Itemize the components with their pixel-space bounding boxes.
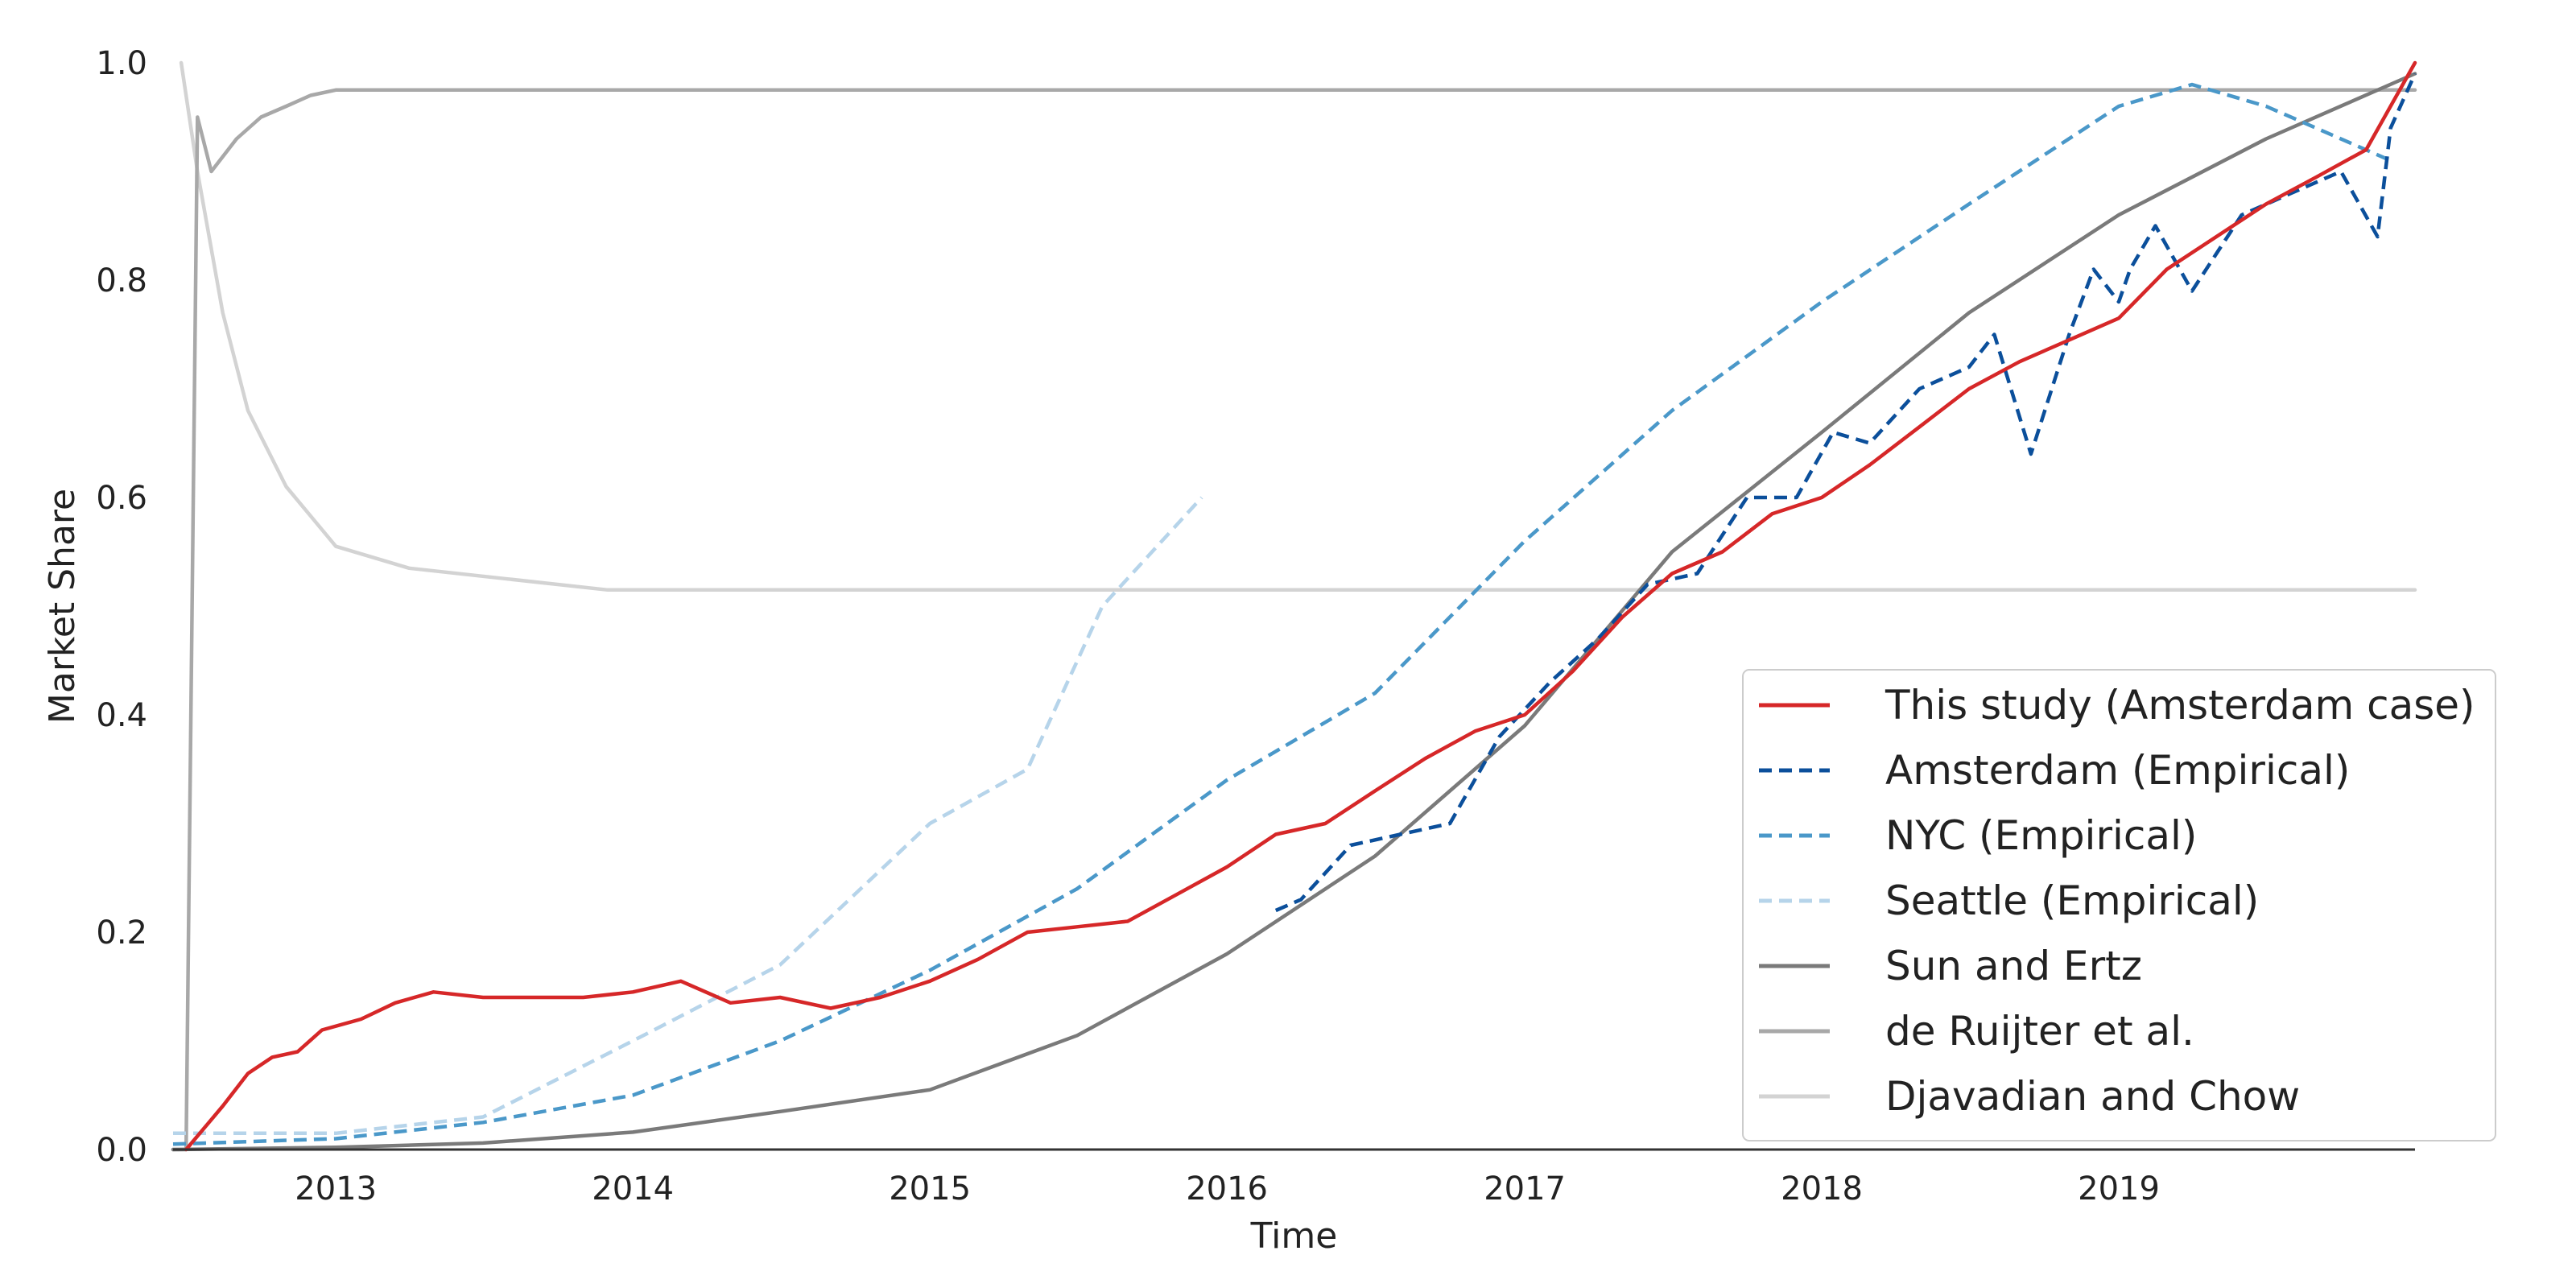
y-tick-label: 1.0: [96, 45, 147, 82]
x-tick-label: 2013: [295, 1170, 377, 1208]
series-line-de-ruijter-et-al: [171, 88, 2417, 1152]
y-tick-label: 0.6: [96, 480, 147, 517]
x-tick-label: 2014: [592, 1170, 674, 1208]
y-tick-label: 0.4: [96, 697, 147, 734]
x-tick-label: 2017: [1484, 1170, 1566, 1208]
y-tick-labels: 0.0 0.2 0.4 0.6 0.8 1.0: [96, 45, 147, 1169]
legend-label: This study (Amsterdam case): [1885, 682, 2475, 729]
legend-label: NYC (Empirical): [1885, 812, 2197, 859]
series-line-nyc-empirical: [172, 82, 2392, 1146]
legend-label: Djavadian and Chow: [1885, 1073, 2300, 1120]
legend-label: de Ruijter et al.: [1885, 1008, 2194, 1055]
x-tick-label: 2015: [889, 1170, 971, 1208]
x-axis-label: Time: [1250, 1216, 1338, 1257]
legend: This study (Amsterdam case) Amsterdam (Em…: [1742, 669, 2496, 1141]
legend-label: Seattle (Empirical): [1885, 877, 2259, 924]
y-tick-label: 0.2: [96, 914, 147, 952]
legend-label: Amsterdam (Empirical): [1885, 747, 2350, 794]
x-tick-label: 2016: [1186, 1170, 1268, 1208]
series-layer: [171, 60, 2417, 1152]
series-line-this-study-amsterdam-case: [184, 60, 2417, 1152]
series-line-amsterdam-empirical: [1274, 72, 2417, 913]
x-tick-label: 2019: [2078, 1170, 2160, 1208]
x-tick-labels: 2013 2014 2015 2016 2017 2018 2019: [295, 1170, 2160, 1208]
series-line-seattle-empirical: [173, 496, 1203, 1136]
y-tick-label: 0.0: [96, 1132, 147, 1169]
y-tick-label: 0.8: [96, 262, 147, 299]
series-line-sun-and-ertz: [171, 72, 2417, 1152]
legend-label: Sun and Ertz: [1885, 943, 2142, 989]
x-tick-label: 2018: [1781, 1170, 1863, 1208]
series-line-djavadian-and-chow: [179, 60, 2417, 592]
legend-box: [1742, 669, 2496, 1141]
y-axis-label: Market Share: [42, 489, 83, 724]
